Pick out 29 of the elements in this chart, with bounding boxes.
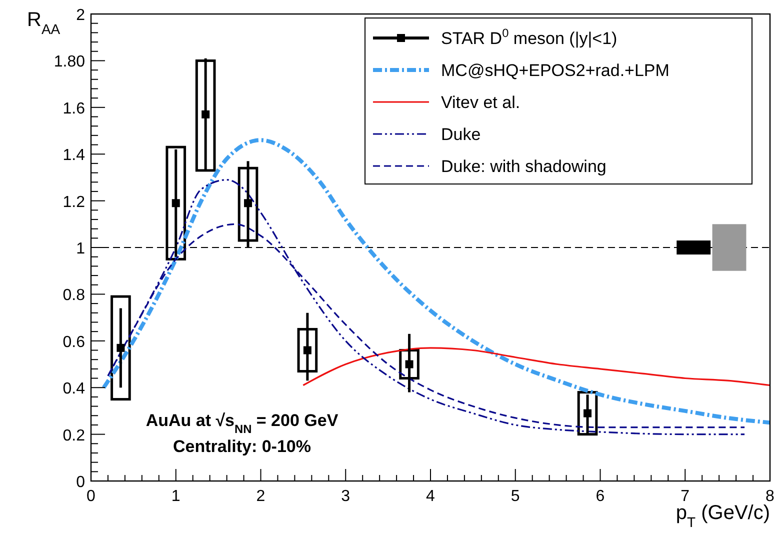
y-tick-label: 0.2 xyxy=(62,427,86,444)
legend-label: Vitev et al. xyxy=(441,93,520,112)
y-tick-label: 1.2 xyxy=(62,194,86,211)
x-tick-label: 0 xyxy=(86,488,96,505)
y-tick-label: 0.4 xyxy=(62,380,86,398)
x-tick-label: 4 xyxy=(426,488,436,505)
legend-label: MC@sHQ+EPOS2+rad.+LPM xyxy=(441,61,670,80)
legend-label: STAR D$^{0}$ meson (|y|<1) xyxy=(441,26,618,48)
legend-label: Duke: with shadowing xyxy=(441,157,606,176)
y-axis-title: R$_{AA}$ xyxy=(27,9,61,37)
y-tick-label: 1.4 xyxy=(62,147,86,164)
x-tick-label: 2 xyxy=(256,488,266,505)
legend-label: Duke xyxy=(441,125,481,144)
x-tick-label: 3 xyxy=(341,488,350,505)
y-tick-label: 1.80 xyxy=(54,54,86,71)
annotation: AuAu at √s$_{NN}$ = 200 GeV xyxy=(146,411,339,436)
x-tick-label: 5 xyxy=(510,488,520,505)
y-tick-label: 0.8 xyxy=(62,287,86,304)
x-tick-label: 7 xyxy=(680,488,690,505)
annotation: Centrality: 0-10% xyxy=(173,437,311,456)
y-tick-label: 0 xyxy=(76,474,86,491)
y-tick-label: 0.6 xyxy=(62,334,86,351)
y-tick-label: 2 xyxy=(76,7,86,24)
y-tick-label: 1.6 xyxy=(62,100,86,118)
x-axis-title: p$_{T}$ (GeV/c) xyxy=(676,502,770,530)
x-tick-label: 6 xyxy=(596,488,605,505)
y-tick-label: 1 xyxy=(76,240,86,258)
x-tick-label: 8 xyxy=(766,488,775,505)
x-tick-label: 1 xyxy=(171,488,180,505)
